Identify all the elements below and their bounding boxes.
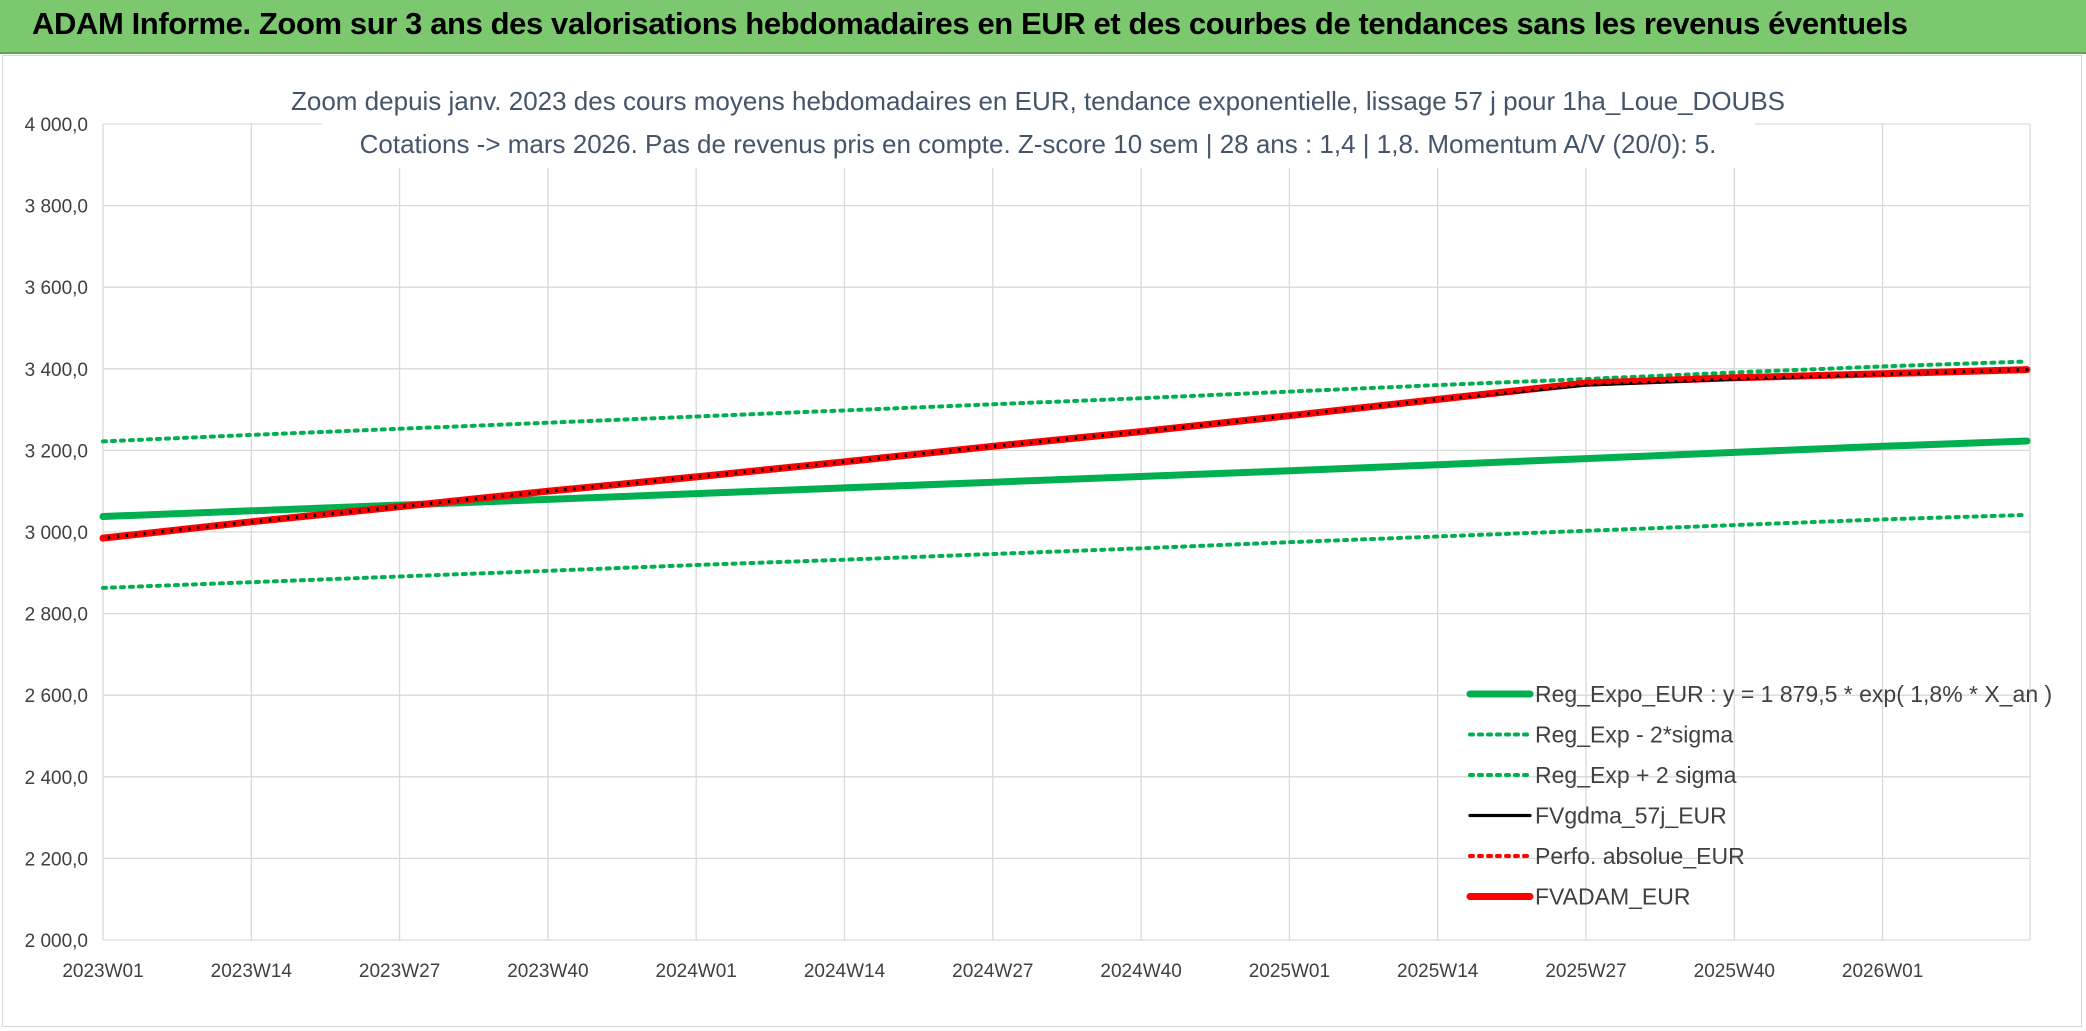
chart-grid (102, 123, 2031, 941)
x-tick-label: 2023W01 (62, 961, 143, 982)
y-tick-label: 2 800,0 (25, 605, 88, 626)
chart-title-line-2: Cotations -> mars 2026. Pas de revenus p… (360, 129, 1717, 159)
x-tick-label: 2025W27 (1545, 961, 1626, 982)
chart-frame (2, 55, 2082, 1027)
x-tick-label: 2024W14 (804, 961, 886, 982)
x-tick-label: 2025W01 (1249, 961, 1330, 982)
title-backdrop (322, 80, 1755, 168)
legend-label: FVADAM_EUR (1535, 884, 1691, 910)
x-tick-label: 2023W14 (211, 961, 293, 982)
series-line-2 (101, 359, 2029, 444)
y-tick-label: 3 400,0 (25, 360, 88, 381)
x-tick-label: 2025W14 (1397, 961, 1479, 982)
x-tick-label: 2024W01 (656, 961, 737, 982)
legend-label: Perfo. absolue_EUR (1535, 843, 1745, 869)
legend-label: Reg_Exp - 2*sigma (1535, 722, 1733, 748)
series-line-4 (101, 367, 2029, 541)
x-tick-label: 2024W40 (1100, 961, 1181, 982)
y-tick-label: 3 200,0 (25, 441, 88, 462)
series-line-1 (101, 512, 2029, 590)
x-tick-label: 2026W01 (1842, 961, 1923, 982)
y-tick-label: 2 400,0 (25, 768, 88, 789)
x-axis-ticks: 2023W01 2023W14 2023W27 2023W40 2024W01 2024W… (62, 961, 1923, 982)
y-tick-label: 2 600,0 (25, 686, 88, 707)
legend-label: FVgdma_57j_EUR (1535, 803, 1727, 829)
chart-legend: Reg_Expo_EUR : y = 1 879,5 * exp( 1,8% *… (1466, 681, 2052, 910)
y-tick-label: 2 000,0 (25, 931, 88, 952)
chart-title-line-1: Zoom depuis janv. 2023 des cours moyens … (291, 86, 1785, 116)
y-tick-label: 3 800,0 (25, 197, 88, 218)
legend-label: Reg_Exp + 2 sigma (1535, 762, 1737, 788)
y-axis-ticks: 2 000,0 2 200,0 2 400,0 2 600,0 2 800,0 3 000… (25, 115, 88, 952)
x-tick-label: 2025W40 (1694, 961, 1775, 982)
y-tick-label: 2 200,0 (25, 849, 88, 870)
y-tick-label: 3 000,0 (25, 523, 88, 544)
x-tick-label: 2023W27 (359, 961, 440, 982)
report-banner: ADAM Informe. Zoom sur 3 ans des valoris… (0, 0, 2086, 54)
x-tick-label: 2023W40 (507, 961, 588, 982)
y-tick-label: 4 000,0 (25, 115, 88, 136)
chart-series (99, 359, 2031, 590)
report-title: ADAM Informe. Zoom sur 3 ans des valoris… (32, 6, 1908, 41)
y-tick-label: 3 600,0 (25, 278, 88, 299)
x-tick-label: 2024W27 (952, 961, 1033, 982)
legend-label: Reg_Expo_EUR : y = 1 879,5 * exp( 1,8% *… (1535, 681, 2052, 707)
